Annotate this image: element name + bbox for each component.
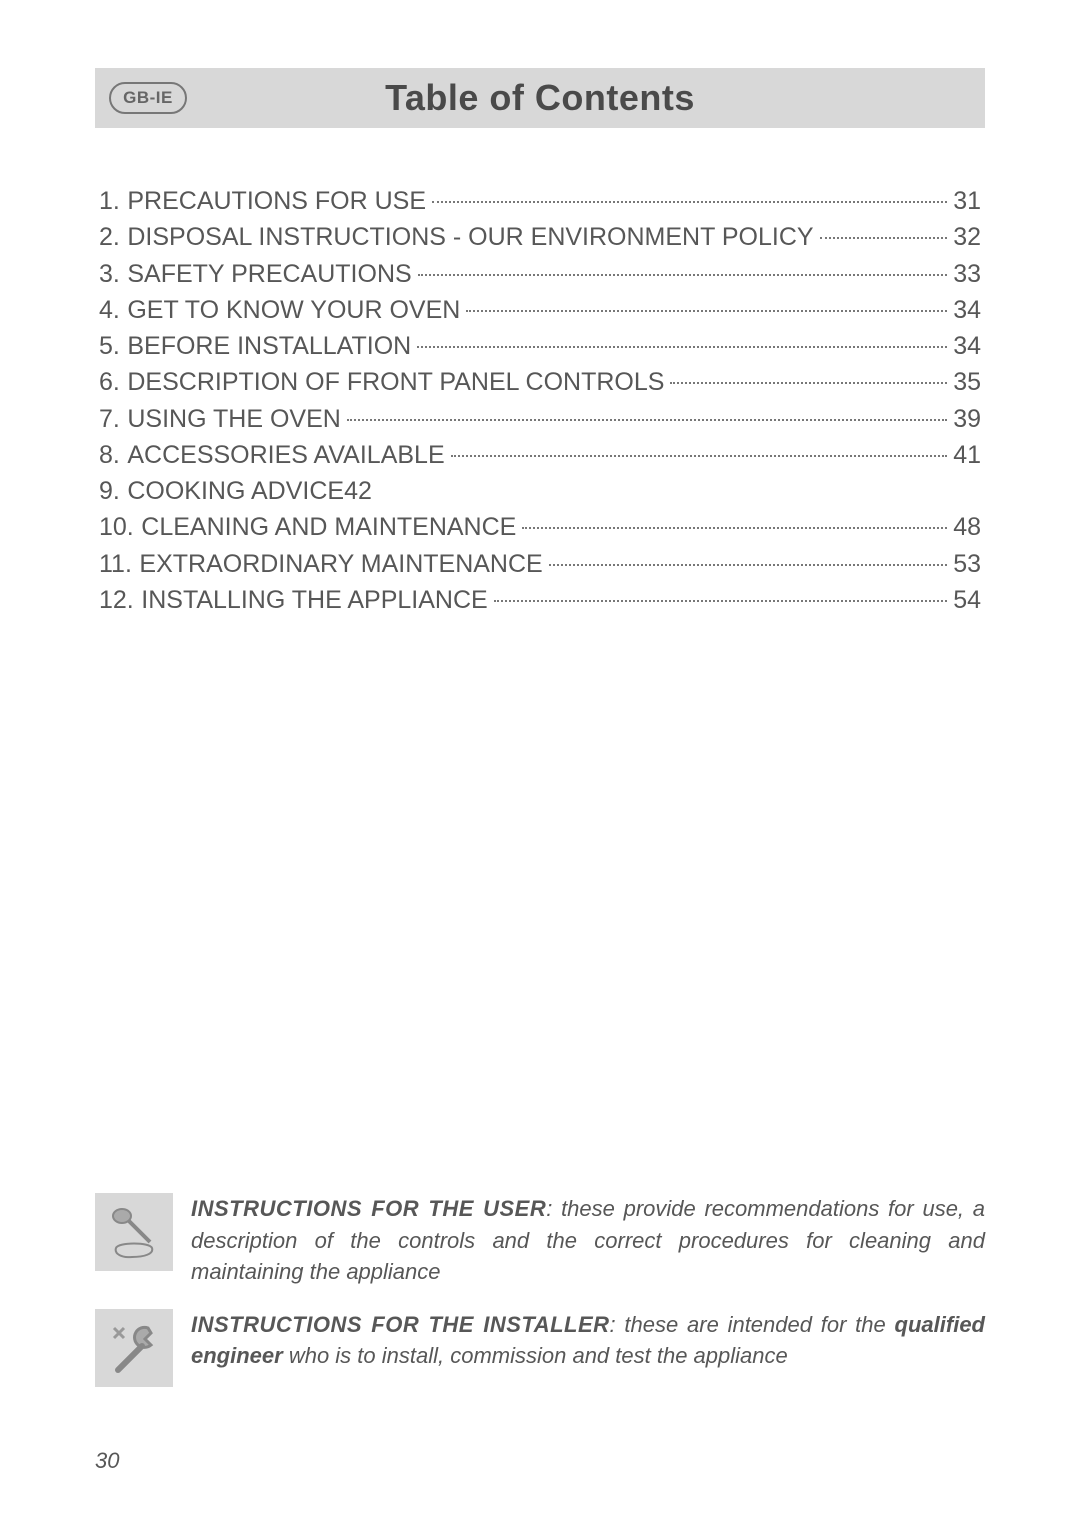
toc-leader-dots [494,600,948,602]
toc-row: 6.DESCRIPTION OF FRONT PANEL CONTROLS 35 [99,364,981,400]
chef-spoon-icon [95,1193,173,1271]
toc-title: PRECAUTIONS FOR USE [127,183,426,219]
toc-page: 33 [953,256,981,292]
toc-row: 5.BEFORE INSTALLATION 34 [99,328,981,364]
note-installer-text: INSTRUCTIONS FOR THE INSTALLER: these ar… [191,1309,985,1371]
toc-leader-dots [432,201,947,203]
toc-number: 7. [99,401,120,437]
page-number: 30 [95,1448,119,1474]
toc-page: 34 [953,292,981,328]
toc-page: 41 [953,437,981,473]
toc-number: 1. [99,183,120,219]
table-of-contents: 1.PRECAUTIONS FOR USE312.DISPOSAL INSTRU… [95,183,985,618]
toc-page: 53 [953,546,981,582]
toc-number: 4. [99,292,120,328]
toc-row: 4.GET TO KNOW YOUR OVEN 34 [99,292,981,328]
toc-page: 39 [953,401,981,437]
toc-leader-dots [466,310,947,312]
toc-leader-dots [820,237,948,239]
toc-row: 8.ACCESSORIES AVAILABLE 41 [99,437,981,473]
toc-number: 10. [99,509,134,545]
toc-title: BEFORE INSTALLATION [127,328,411,364]
note-installer-post: who is to install, commission and test t… [283,1343,788,1368]
toc-number: 6. [99,364,120,400]
toc-row: 7.USING THE OVEN 39 [99,401,981,437]
toc-title: INSTALLING THE APPLIANCE [141,582,487,618]
toc-title: USING THE OVEN [127,401,340,437]
toc-number: 3. [99,256,120,292]
toc-title: GET TO KNOW YOUR OVEN [127,292,460,328]
wrench-icon [95,1309,173,1387]
toc-number: 12. [99,582,134,618]
toc-leader-dots [522,527,947,529]
note-installer-lead: INSTRUCTIONS FOR THE INSTALLER [191,1312,610,1337]
toc-title: DESCRIPTION OF FRONT PANEL CONTROLS [127,364,664,400]
toc-row: 11.EXTRAORDINARY MAINTENANCE 53 [99,546,981,582]
toc-row: 9.COOKING ADVICE42 [99,473,981,509]
toc-page: 31 [953,183,981,219]
toc-title: SAFETY PRECAUTIONS [127,256,411,292]
toc-number: 11. [99,546,132,582]
note-user: INSTRUCTIONS FOR THE USER: these provide… [95,1193,985,1287]
toc-number: 2. [99,219,120,255]
toc-page: 48 [953,509,981,545]
toc-leader-dots [549,564,947,566]
toc-title: ACCESSORIES AVAILABLE [127,437,444,473]
toc-leader-dots [670,382,947,384]
note-user-lead: INSTRUCTIONS FOR THE USER [191,1196,546,1221]
page: GB-IE Table of Contents 1.PRECAUTIONS FO… [0,0,1080,1529]
header-bar: GB-IE Table of Contents [95,68,985,128]
language-badge: GB-IE [109,82,187,114]
toc-leader-dots [451,455,948,457]
toc-leader-dots [347,419,947,421]
toc-row: 10.CLEANING AND MAINTENANCE 48 [99,509,981,545]
toc-number: 8. [99,437,120,473]
page-title: Table of Contents [385,77,695,119]
note-installer-pre: : these are intended for the [610,1312,895,1337]
toc-leader-dots [417,346,947,348]
toc-title: COOKING ADVICE42 [127,473,372,509]
toc-number: 5. [99,328,120,364]
toc-page: 54 [953,582,981,618]
footer-notes: INSTRUCTIONS FOR THE USER: these provide… [95,1193,985,1409]
toc-row: 3.SAFETY PRECAUTIONS 33 [99,256,981,292]
toc-title: EXTRAORDINARY MAINTENANCE [139,546,542,582]
toc-page: 35 [953,364,981,400]
note-installer: INSTRUCTIONS FOR THE INSTALLER: these ar… [95,1309,985,1387]
toc-row: 1.PRECAUTIONS FOR USE 31 [99,183,981,219]
toc-page: 32 [953,219,981,255]
toc-row: 2.DISPOSAL INSTRUCTIONS - OUR ENVIRONMEN… [99,219,981,255]
note-user-text: INSTRUCTIONS FOR THE USER: these provide… [191,1193,985,1287]
toc-title: DISPOSAL INSTRUCTIONS - OUR ENVIRONMENT … [127,219,813,255]
toc-page: 34 [953,328,981,364]
toc-number: 9. [99,473,120,509]
toc-leader-dots [418,274,948,276]
toc-title: CLEANING AND MAINTENANCE [141,509,516,545]
toc-row: 12.INSTALLING THE APPLIANCE 54 [99,582,981,618]
